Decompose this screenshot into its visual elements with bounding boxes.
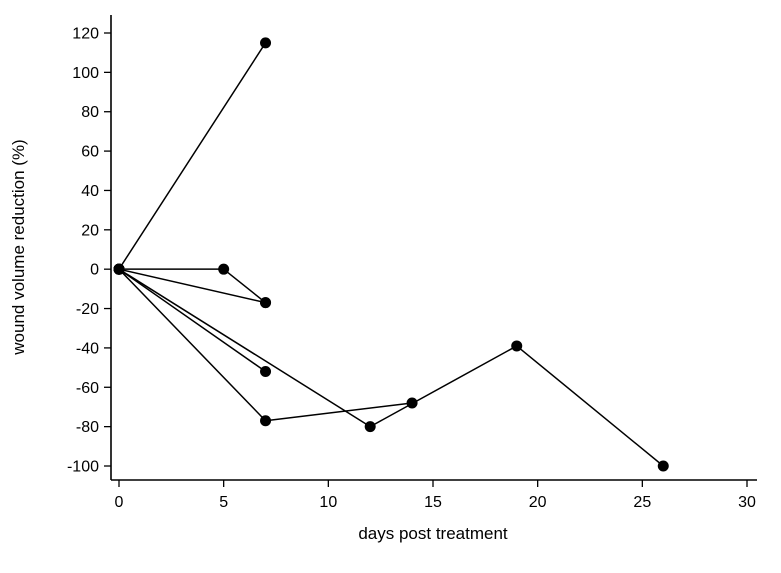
y-tick-label: -80 bbox=[76, 419, 99, 436]
series-line-wound-5 bbox=[118, 268, 413, 422]
plot-layer: -100 -80 -60 -40 -20 0 20 40 60 80 100 120 0 5 10 15 20 2… bbox=[67, 15, 757, 511]
y-tick-label: 0 bbox=[90, 262, 99, 279]
y-tick-label: 40 bbox=[81, 183, 99, 200]
series-line-wound-3 bbox=[118, 268, 267, 304]
x-tick-label: 10 bbox=[319, 494, 337, 511]
data-point bbox=[511, 340, 523, 352]
series-line-wound-4 bbox=[118, 268, 267, 373]
x-tick-label: 0 bbox=[115, 494, 124, 511]
x-axis-title: days post treatment bbox=[358, 524, 508, 543]
x-tick-label: 15 bbox=[424, 494, 442, 511]
x-tick-label: 30 bbox=[738, 494, 756, 511]
x-tick-label: 20 bbox=[529, 494, 547, 511]
data-point bbox=[260, 366, 272, 378]
x-tick-label: 25 bbox=[633, 494, 651, 511]
data-point bbox=[406, 397, 418, 409]
data-point bbox=[260, 37, 272, 49]
data-point bbox=[260, 415, 272, 427]
data-point bbox=[364, 421, 376, 433]
y-tick-label: 80 bbox=[81, 104, 99, 121]
data-point bbox=[260, 297, 272, 309]
y-tick-label: -100 bbox=[67, 459, 99, 476]
y-tick-label: 20 bbox=[81, 222, 99, 239]
y-axis-title: wound volume reduction (%) bbox=[9, 139, 28, 355]
series-line-wound-1 bbox=[118, 42, 267, 270]
series-line-wound-6 bbox=[118, 268, 665, 467]
data-point bbox=[657, 460, 669, 472]
y-tick-label: -20 bbox=[76, 301, 99, 318]
data-point bbox=[218, 263, 230, 275]
y-tick-label: -60 bbox=[76, 380, 99, 397]
y-tick-label: -40 bbox=[76, 340, 99, 357]
y-tick-label: 120 bbox=[72, 26, 99, 43]
x-tick-label: 5 bbox=[219, 494, 228, 511]
y-tick-label: 100 bbox=[72, 65, 99, 82]
data-point bbox=[113, 263, 125, 275]
y-tick-label: 60 bbox=[81, 144, 99, 161]
